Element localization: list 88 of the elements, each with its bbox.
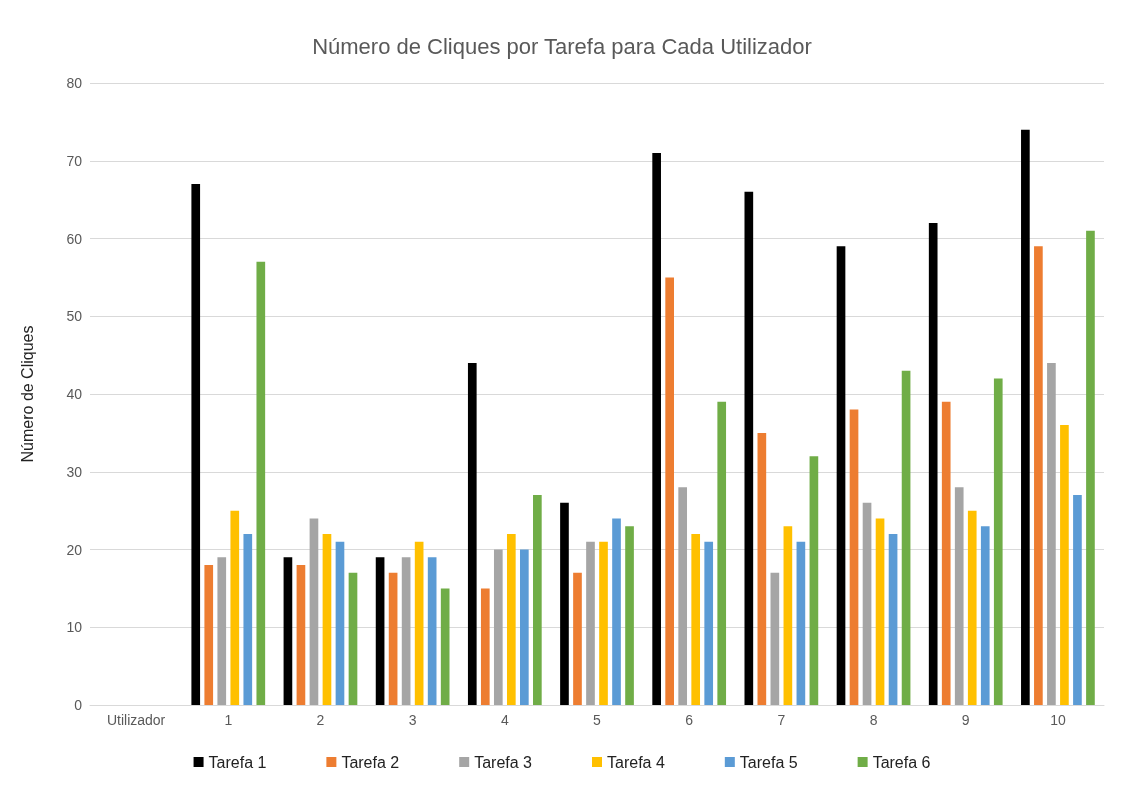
legend-label: Tarefa 6 (872, 753, 931, 771)
bar (560, 502, 569, 705)
x-tick-label: 3 (408, 712, 417, 728)
bar (928, 222, 938, 705)
bar (941, 401, 951, 705)
y-tick-label: 70 (66, 152, 83, 169)
bar (480, 588, 490, 705)
bar (993, 378, 1003, 705)
chart-title: Número de Cliques por Tarefa para Cada Utilizador (312, 33, 812, 59)
x-tick-label: Utilizador (106, 712, 166, 728)
bar (862, 502, 872, 705)
x-tick-label: 10 (1050, 712, 1066, 728)
bar (217, 557, 227, 705)
bar (796, 541, 806, 705)
bar (230, 510, 240, 705)
bar (243, 533, 253, 705)
bar (836, 246, 846, 705)
bar (586, 541, 595, 705)
bar (256, 261, 266, 705)
bar (875, 518, 885, 705)
bar (665, 277, 674, 705)
y-tick-label: 0 (74, 697, 83, 713)
bar (322, 533, 332, 705)
bar (599, 541, 608, 705)
x-tick-label: 8 (869, 712, 878, 728)
bar (717, 401, 727, 705)
y-tick-label: 50 (66, 308, 83, 325)
legend-label: Tarefa 3 (474, 753, 533, 771)
bar (652, 152, 661, 705)
bar (520, 549, 529, 705)
bar (625, 526, 634, 705)
bar (414, 541, 424, 705)
bar (388, 572, 398, 705)
y-tick-label: 60 (66, 230, 83, 247)
bar (967, 510, 977, 705)
x-tick-label: 2 (316, 712, 325, 728)
bar (335, 541, 345, 705)
bar (440, 588, 450, 705)
bar (757, 432, 767, 705)
bar (573, 572, 582, 705)
bar (506, 533, 516, 705)
legend-label: Tarefa 2 (341, 753, 400, 771)
bar (427, 557, 437, 705)
bar (1034, 246, 1043, 705)
bar (888, 533, 898, 705)
x-tick-label: 4 (500, 712, 509, 728)
x-tick-label: 5 (593, 712, 602, 728)
x-tick-label: 7 (777, 712, 786, 728)
bar (1060, 425, 1069, 705)
y-tick-label: 40 (66, 386, 83, 402)
y-axis-title: Número de Cliques (18, 325, 36, 463)
bar (980, 526, 990, 705)
bar (375, 557, 385, 705)
y-tick-label: 10 (66, 619, 83, 636)
x-tick-label: 9 (961, 712, 970, 728)
bar (809, 456, 819, 705)
bar (678, 487, 688, 705)
x-tick-label: 6 (685, 712, 694, 728)
x-tick-label: 1 (224, 712, 233, 728)
bar (901, 370, 911, 705)
bar (691, 533, 701, 705)
legend-label: Tarefa 1 (208, 753, 267, 771)
bar (283, 557, 293, 705)
bar (493, 549, 503, 705)
bar (1021, 129, 1030, 705)
bar (348, 572, 358, 705)
bar (401, 557, 411, 705)
bar (204, 565, 214, 705)
legend-label: Tarefa 4 (607, 753, 665, 771)
bar (296, 565, 306, 705)
legend-label: Tarefa 5 (739, 753, 798, 771)
bar (612, 518, 621, 705)
bar (1073, 495, 1082, 705)
bar (191, 184, 201, 705)
bar (849, 409, 859, 705)
bar (1047, 362, 1056, 705)
bar (309, 518, 319, 705)
bar (533, 495, 542, 705)
y-tick-label: 20 (66, 541, 83, 558)
bar (467, 362, 477, 705)
y-tick-label: 80 (66, 75, 83, 91)
bar (783, 526, 793, 705)
bar (744, 191, 754, 705)
bar (770, 572, 780, 705)
bar (704, 541, 714, 705)
bar (954, 487, 964, 705)
bar (1086, 230, 1095, 705)
y-tick-label: 30 (66, 463, 83, 480)
